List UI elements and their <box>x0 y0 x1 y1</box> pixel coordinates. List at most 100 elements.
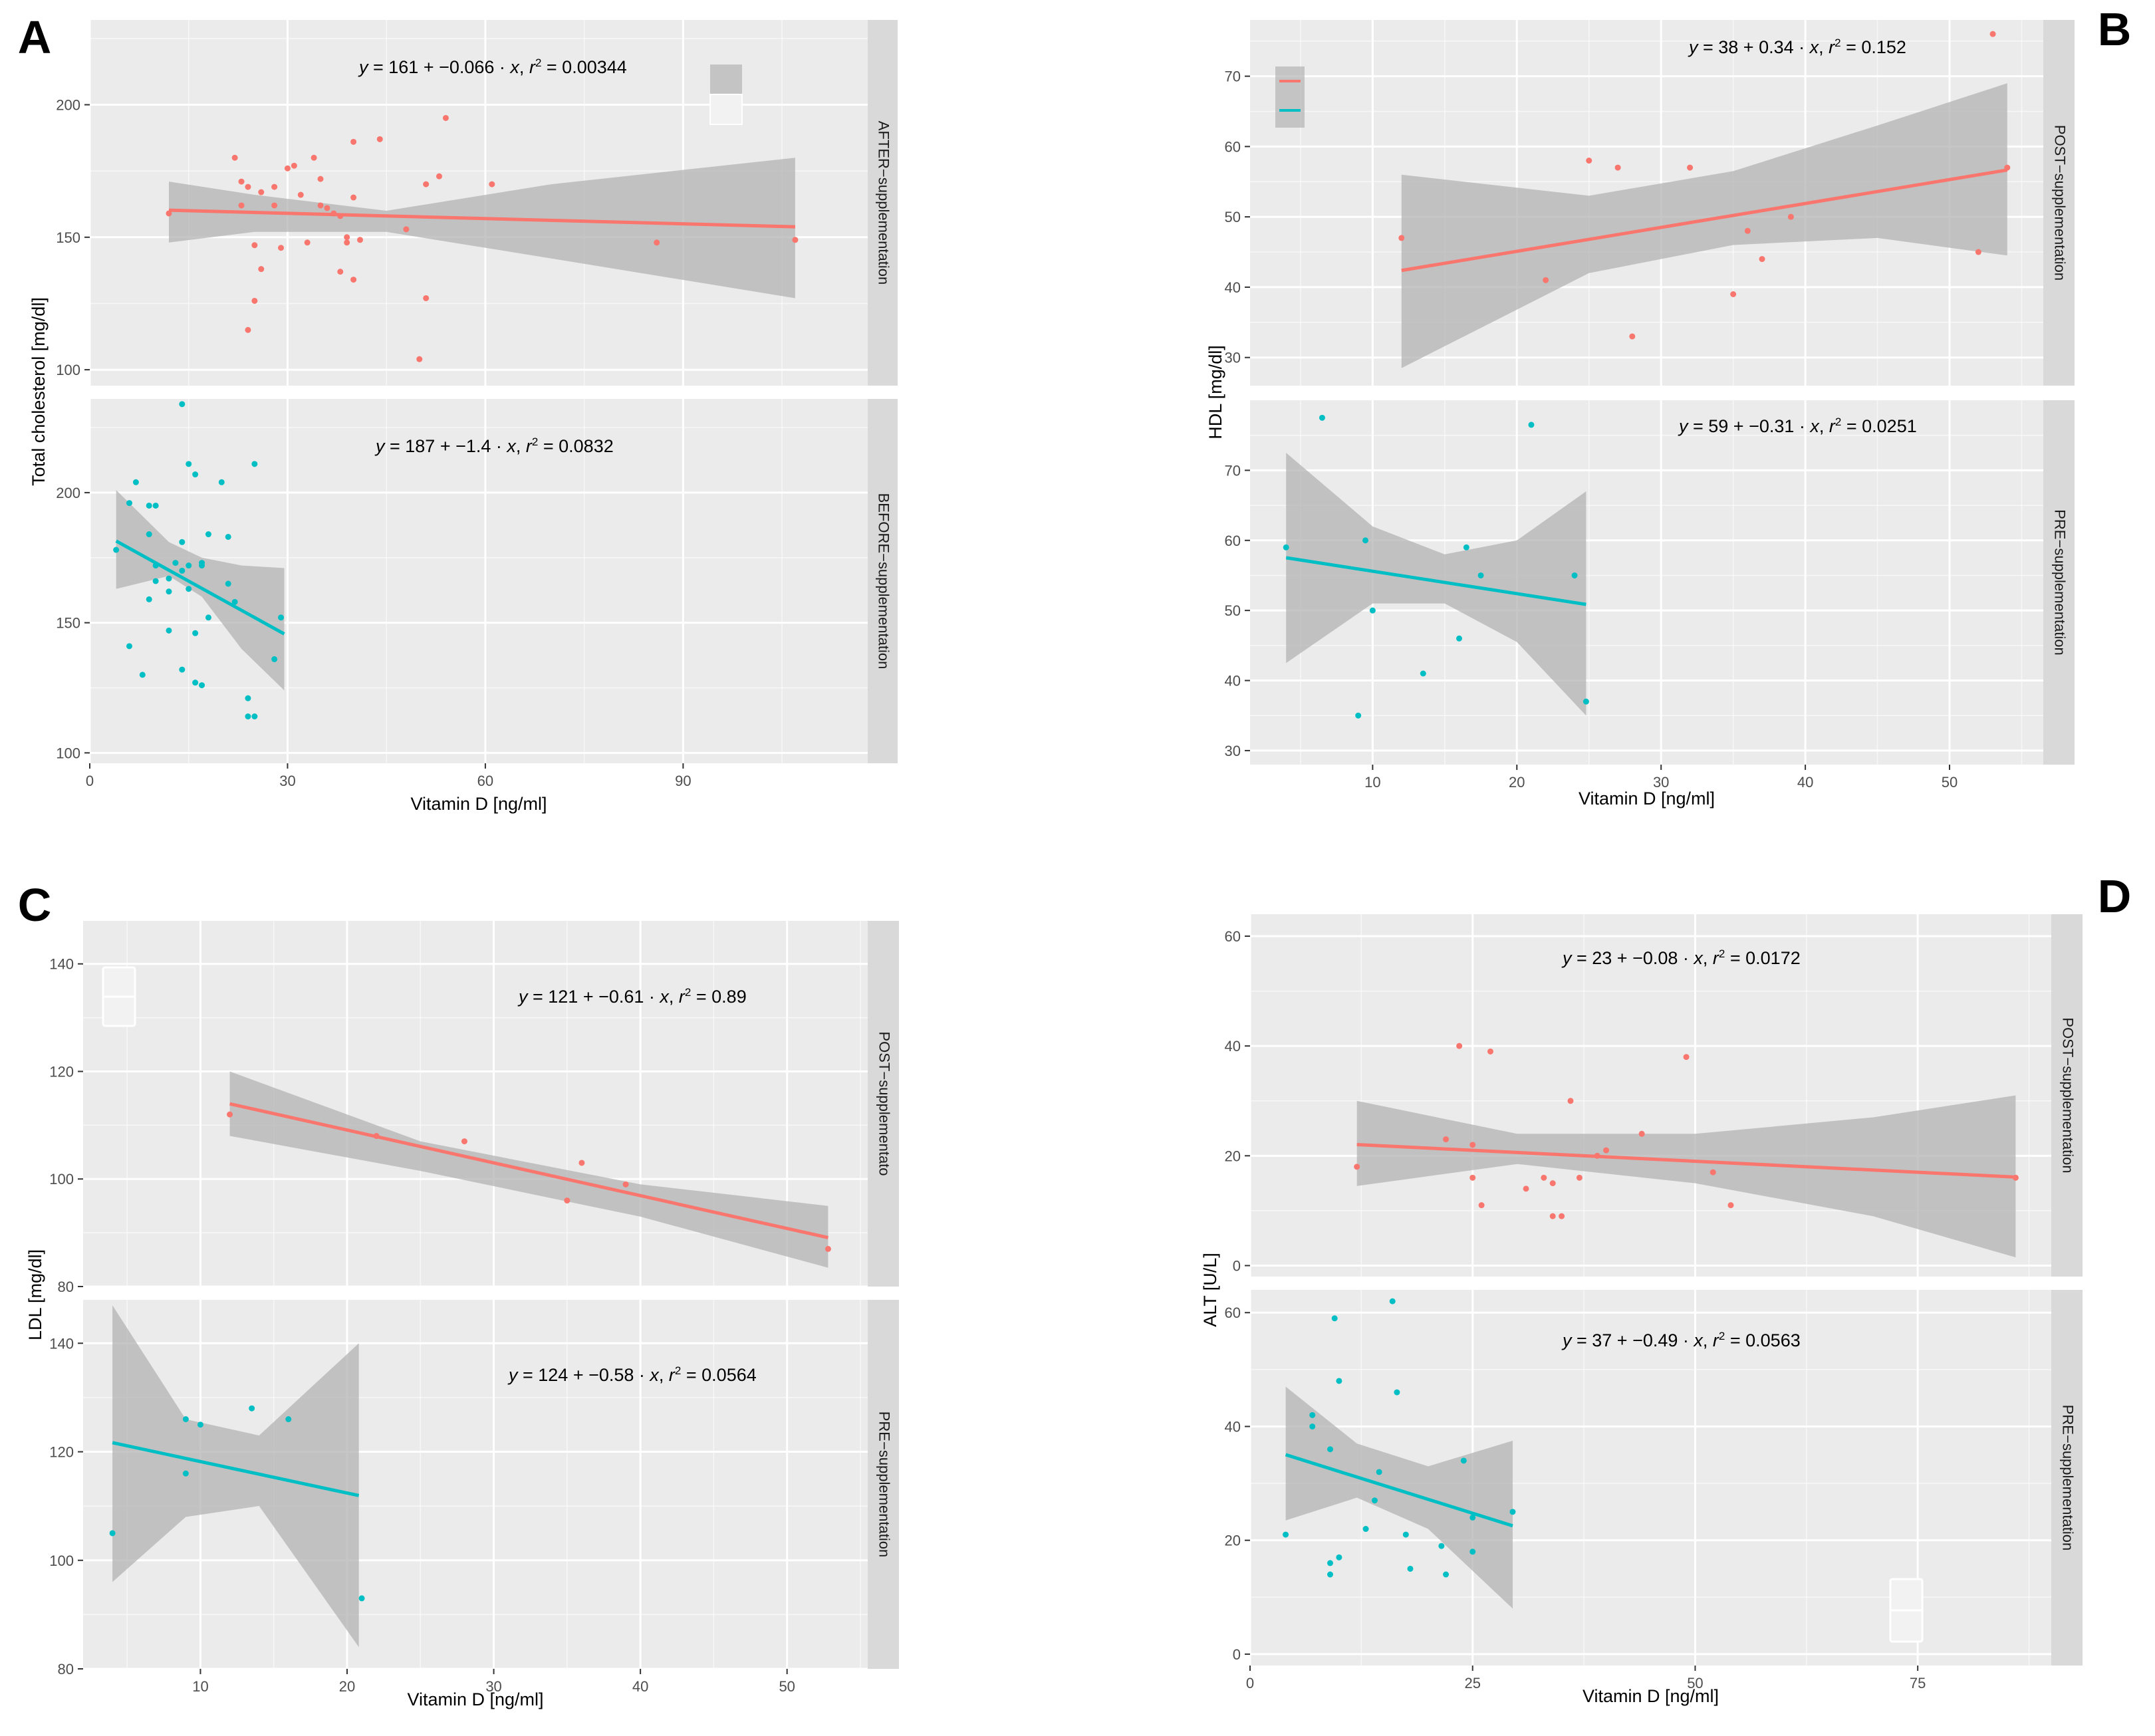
facet-pre: 80 100 120 140 y = 124 + −0.58 · x, r2 = 0.0… <box>49 1300 899 1677</box>
chart-panel-a: A 100 150 200 y = 161 + −0.066 · x, r2 = 0.0… <box>18 11 898 814</box>
data-point <box>350 138 357 145</box>
x-tick-label: 30 <box>1653 774 1669 791</box>
y-tick-label: 150 <box>56 229 80 246</box>
data-point <box>1759 256 1765 263</box>
data-point <box>271 184 278 190</box>
data-point <box>1523 1185 1529 1192</box>
data-point <box>1283 544 1289 551</box>
y-tick-label: 50 <box>1225 602 1241 619</box>
data-point <box>1336 1378 1342 1384</box>
data-point <box>324 205 330 211</box>
data-point <box>1463 544 1469 551</box>
data-point <box>1309 1412 1316 1418</box>
facet-pre: 30 40 50 60 70 y = 59 + −0.31 · x, r2 = 0.025… <box>1225 400 2075 765</box>
y-axis-label: ALT [U/L] <box>1200 1253 1220 1327</box>
data-point <box>284 165 291 172</box>
x-tick-label: 60 <box>477 773 493 789</box>
data-point <box>152 578 159 584</box>
data-point <box>166 588 172 595</box>
data-point <box>350 194 357 201</box>
x-tick-label: 40 <box>1797 774 1813 791</box>
facet-post: 100 150 200 y = 161 + −0.066 · x, r2 = 0.00… <box>56 20 898 386</box>
data-point <box>1420 670 1426 677</box>
panel-letter: C <box>18 879 52 931</box>
legend-key <box>102 966 136 1027</box>
y-tick-label: 100 <box>56 362 80 378</box>
data-point <box>1509 1509 1516 1515</box>
data-point <box>179 666 186 673</box>
y-tick-label: 70 <box>1225 68 1241 85</box>
panel-letter: D <box>2098 870 2132 922</box>
facet-strip-label: POST−supplementation <box>2052 125 2069 281</box>
facet-strip-label: BEFORE−supplementation <box>876 493 892 670</box>
data-point <box>166 627 172 634</box>
data-point <box>1389 1298 1396 1304</box>
data-point <box>824 1245 831 1252</box>
data-point <box>113 547 120 553</box>
data-point <box>251 242 258 249</box>
panel-letter: B <box>2098 3 2132 55</box>
data-point <box>172 560 179 566</box>
y-tick-label: 100 <box>56 745 80 761</box>
facet-strip <box>868 1300 899 1669</box>
data-point <box>238 202 245 209</box>
data-point <box>1549 1213 1556 1219</box>
regression-equation: y = 161 + −0.066 · x, r2 = 0.00344 <box>358 57 627 77</box>
legend-swatch <box>709 94 743 125</box>
data-point <box>126 500 132 507</box>
data-point <box>1402 1531 1409 1538</box>
data-point <box>1744 227 1751 234</box>
data-point <box>1354 1164 1360 1170</box>
data-point <box>1407 1565 1414 1572</box>
legend-key <box>1275 66 1305 128</box>
facet-pre: 100 150 200 y = 187 + −1.4 · x, r2 = 0.0832… <box>56 399 898 763</box>
y-tick-label: 140 <box>49 956 74 973</box>
data-point <box>1559 1213 1565 1219</box>
data-point <box>1469 1142 1476 1148</box>
chart-panel-b: B 30 40 50 60 70 y = 38 + 0.34 · x, r2 = 0.152… <box>1205 3 2131 808</box>
data-point <box>1687 164 1694 171</box>
data-point <box>317 176 324 182</box>
data-point <box>1989 31 1996 37</box>
facet-strip <box>2051 1290 2083 1666</box>
data-point <box>179 401 186 408</box>
facet-strip-label: PRE−supplementation <box>2052 509 2069 656</box>
data-point <box>1331 1315 1338 1322</box>
facet-strip-label: PRE−supplementation <box>876 1412 893 1558</box>
data-point <box>373 1133 380 1140</box>
data-point <box>1319 414 1325 421</box>
x-tick-label: 25 <box>1464 1675 1480 1691</box>
x-tick-label: 40 <box>632 1678 648 1695</box>
data-point <box>337 269 344 275</box>
data-point <box>258 266 265 273</box>
panel-letter: A <box>18 11 52 63</box>
confidence-band <box>1356 1095 2016 1258</box>
data-point <box>1336 1554 1342 1560</box>
confidence-band <box>1401 83 2007 368</box>
data-point <box>1283 1531 1289 1538</box>
legend-key <box>709 64 743 125</box>
confidence-band <box>1286 453 1586 716</box>
data-point <box>245 184 251 190</box>
y-tick-label: 60 <box>1225 1304 1241 1321</box>
data-point <box>192 630 199 636</box>
data-point <box>1710 1169 1716 1176</box>
facet-strip <box>868 20 898 386</box>
data-point <box>225 580 231 587</box>
data-point <box>1469 1549 1476 1555</box>
y-tick-label: 100 <box>49 1552 74 1569</box>
data-point <box>1443 1571 1450 1578</box>
data-point <box>199 682 205 689</box>
data-point <box>186 461 192 467</box>
data-point <box>278 245 285 251</box>
y-tick-label: 100 <box>49 1171 74 1187</box>
data-point <box>1362 1526 1369 1533</box>
data-point <box>186 562 192 569</box>
x-tick-label: 0 <box>86 773 94 789</box>
data-point <box>1394 1389 1400 1396</box>
data-point <box>1730 291 1737 297</box>
data-point <box>1456 1043 1463 1049</box>
data-point <box>1371 1497 1378 1504</box>
data-point <box>1443 1136 1450 1143</box>
facet-pre: 0 20 40 60 y = 37 + −0.49 · x, r2 = 0.0563 PR… <box>1225 1290 2083 1666</box>
